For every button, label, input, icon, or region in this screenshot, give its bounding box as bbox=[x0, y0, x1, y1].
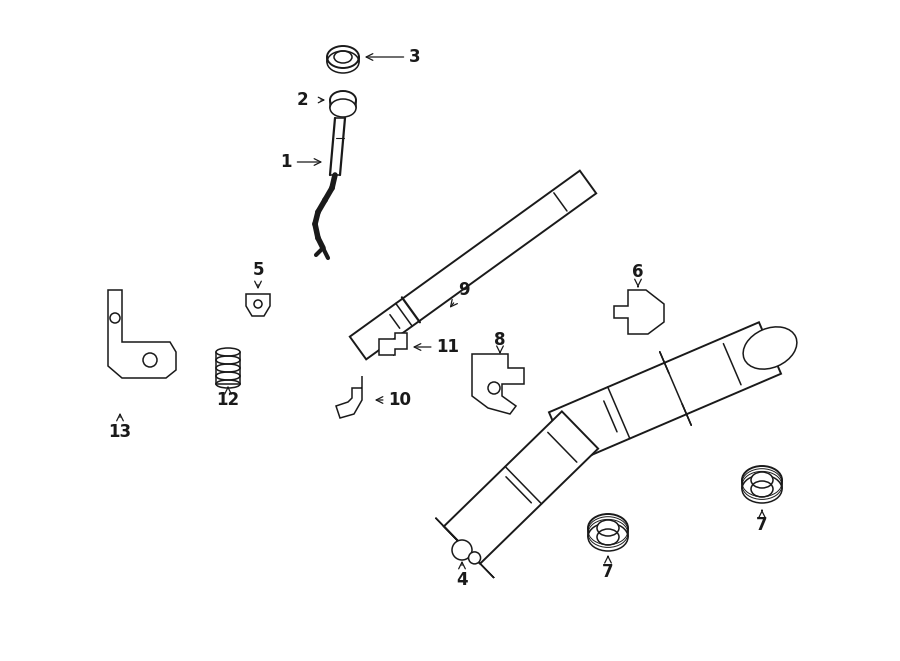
Polygon shape bbox=[350, 171, 596, 360]
Polygon shape bbox=[108, 290, 176, 378]
Text: 11: 11 bbox=[414, 338, 460, 356]
Polygon shape bbox=[472, 354, 524, 414]
Text: 13: 13 bbox=[108, 414, 131, 441]
Circle shape bbox=[110, 313, 120, 323]
Polygon shape bbox=[436, 518, 494, 578]
Circle shape bbox=[254, 300, 262, 308]
Text: 10: 10 bbox=[376, 391, 411, 409]
Ellipse shape bbox=[327, 46, 359, 68]
Ellipse shape bbox=[334, 51, 352, 63]
Text: 7: 7 bbox=[602, 557, 614, 581]
Text: 9: 9 bbox=[451, 281, 470, 307]
Polygon shape bbox=[336, 376, 362, 418]
Polygon shape bbox=[246, 294, 270, 316]
Polygon shape bbox=[379, 333, 407, 355]
Ellipse shape bbox=[330, 99, 356, 117]
Polygon shape bbox=[614, 290, 664, 334]
Circle shape bbox=[143, 353, 157, 367]
Text: 3: 3 bbox=[366, 48, 421, 66]
Circle shape bbox=[488, 382, 500, 394]
Circle shape bbox=[469, 552, 481, 564]
Ellipse shape bbox=[743, 327, 796, 369]
Ellipse shape bbox=[330, 91, 356, 109]
Text: 6: 6 bbox=[632, 263, 644, 287]
Text: 12: 12 bbox=[216, 387, 239, 409]
Ellipse shape bbox=[216, 348, 240, 356]
Text: 5: 5 bbox=[252, 261, 264, 288]
Text: 2: 2 bbox=[296, 91, 308, 109]
Text: 4: 4 bbox=[456, 562, 468, 589]
Circle shape bbox=[452, 540, 472, 560]
Polygon shape bbox=[444, 411, 598, 564]
Ellipse shape bbox=[742, 466, 782, 494]
Ellipse shape bbox=[588, 523, 628, 551]
Polygon shape bbox=[549, 323, 781, 464]
Ellipse shape bbox=[597, 520, 619, 536]
Text: 1: 1 bbox=[280, 153, 320, 171]
Ellipse shape bbox=[742, 475, 782, 503]
Ellipse shape bbox=[751, 472, 773, 488]
Text: 8: 8 bbox=[494, 331, 506, 353]
Circle shape bbox=[760, 338, 779, 358]
Text: 7: 7 bbox=[756, 510, 768, 534]
Ellipse shape bbox=[588, 514, 628, 542]
